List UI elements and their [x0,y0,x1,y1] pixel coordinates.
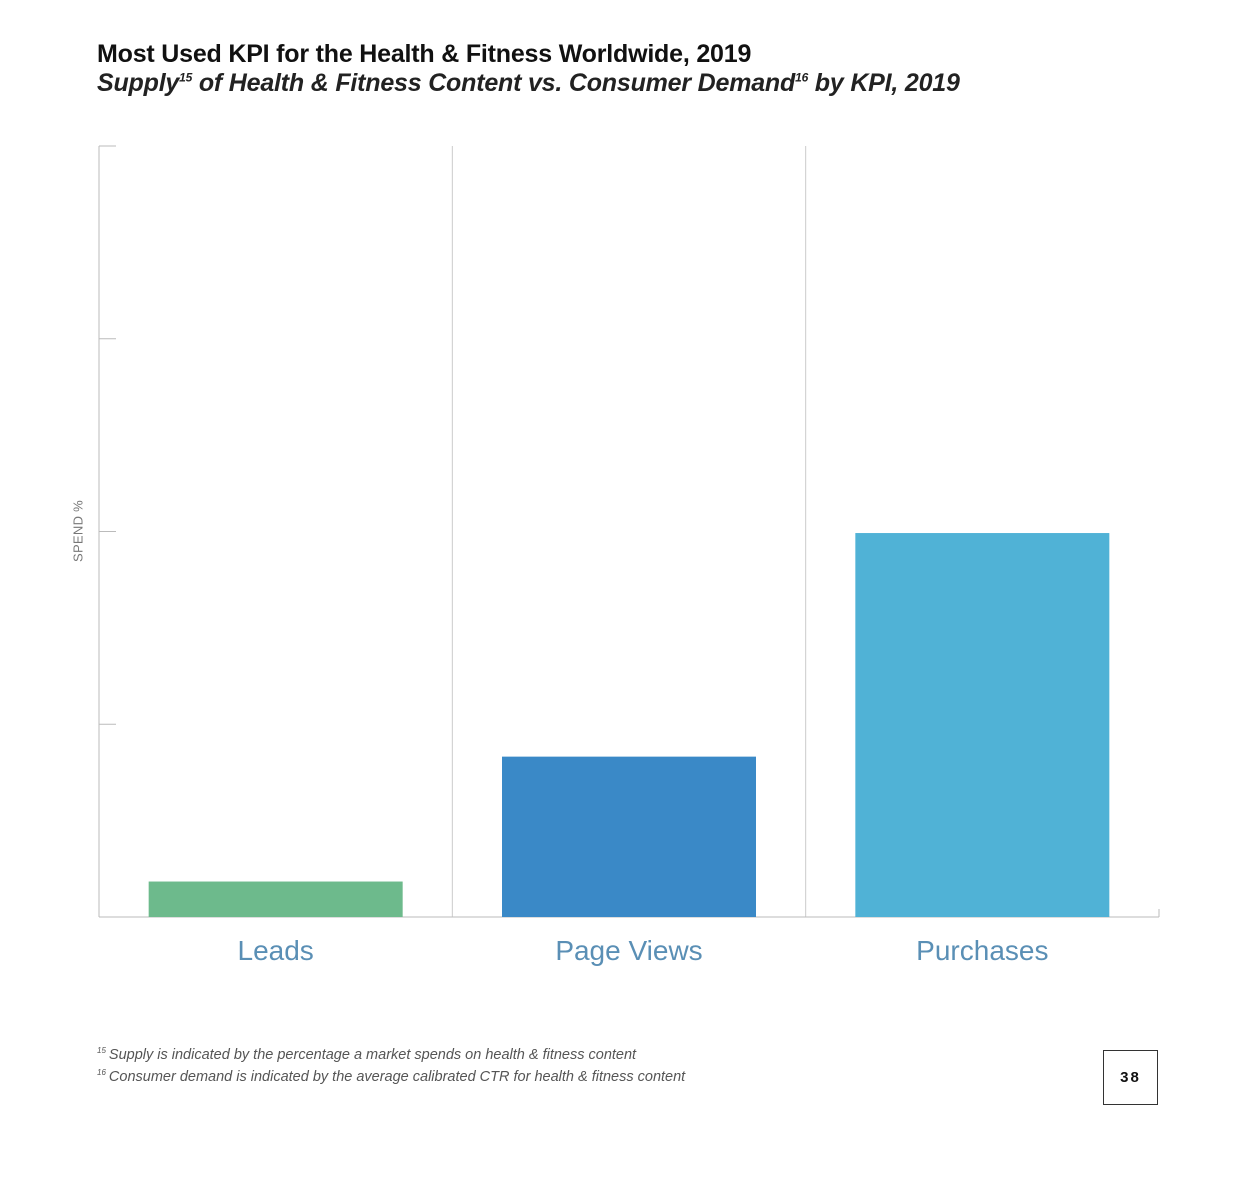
chart-subtitle: Supply15 of Health & Fitness Content vs.… [97,69,960,97]
chart-title: Most Used KPI for the Health & Fitness W… [97,40,752,68]
x-tick-label-leads: Leads [238,935,314,966]
footnote-16: 16 Consumer demand is indicated by the av… [97,1068,686,1085]
footnote-ref-16: 16 [795,70,809,85]
footnote-ref-15: 15 [179,70,193,85]
page-number: 38 [1103,1050,1158,1105]
bar-page-views [502,756,756,917]
bar-purchases [855,533,1110,917]
x-tick-label-purchases: Purchases [916,935,1048,966]
bar-leads [148,881,403,917]
footnotes: 15 Supply is indicated by the percentage … [97,1044,685,1088]
x-tick-label-page-views: Page Views [555,935,702,966]
footnote-15: 15 Supply is indicated by the percentage … [97,1046,637,1063]
bar-chart: Leads Page Views Purchases [98,145,1160,966]
